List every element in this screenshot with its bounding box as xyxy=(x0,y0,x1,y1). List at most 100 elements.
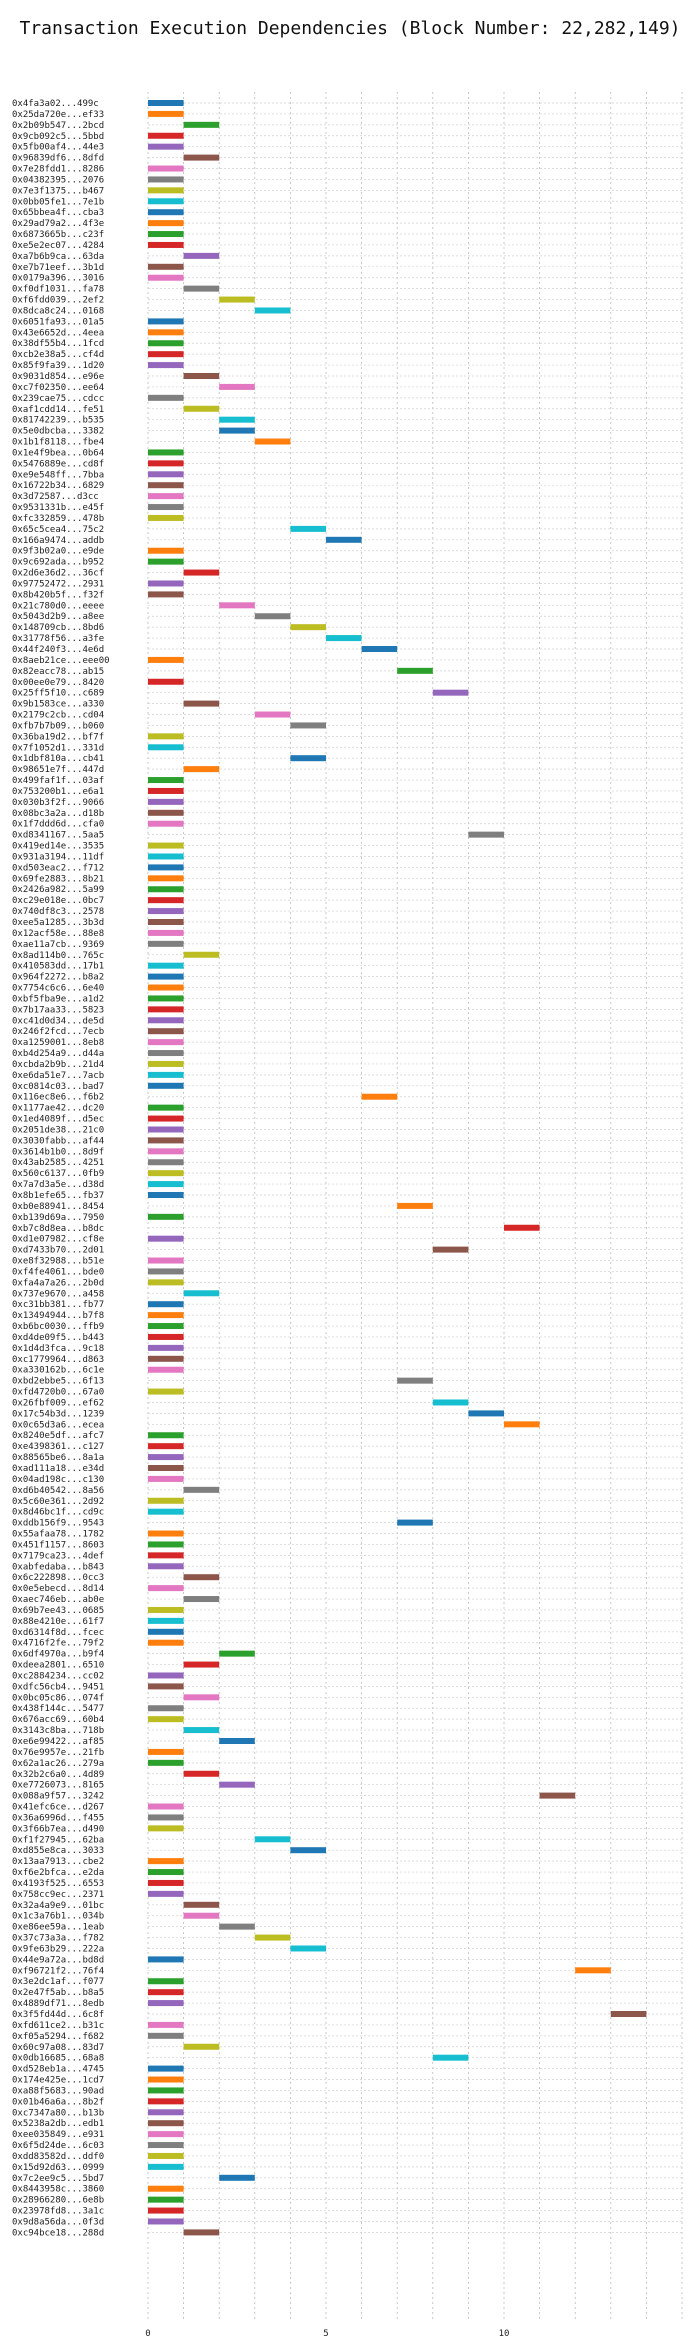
y-tick-label: 0x1ed4089f...d5ec xyxy=(12,1115,104,1125)
y-tick-label: 0x4193f525...6553 xyxy=(12,1879,104,1889)
y-tick-label: 0xe6da51e7...7acb xyxy=(12,1071,104,1081)
y-tick-label: 0x2426a982...5a99 xyxy=(12,885,104,895)
execution-bar xyxy=(219,1781,255,1788)
execution-bar xyxy=(219,1650,255,1657)
y-tick-label: 0xd1e07982...cf8e xyxy=(12,1235,104,1245)
execution-bar xyxy=(575,1967,611,1974)
y-tick-label: 0x98651e7f...447d xyxy=(12,765,104,775)
execution-bar xyxy=(219,383,255,390)
execution-bar xyxy=(148,1039,184,1046)
y-tick-label: 0x82eacc78...ab15 xyxy=(12,667,104,677)
y-tick-label: 0xe86ee59a...1eab xyxy=(12,1923,104,1933)
y-tick-label: 0xf0df1031...fa78 xyxy=(12,285,104,295)
execution-bar xyxy=(148,2032,184,2039)
execution-bar xyxy=(219,602,255,609)
execution-bar xyxy=(148,471,184,478)
y-tick-label: 0x1f7ddd6d...cfa0 xyxy=(12,820,104,830)
y-tick-label: 0xb139d69a...7950 xyxy=(12,1213,104,1223)
x-tick-label: 0 xyxy=(145,2329,150,2339)
y-tick-label: 0xe7726073...8165 xyxy=(12,1781,104,1791)
y-tick-label: 0x030b3f2f...9066 xyxy=(12,798,104,808)
execution-bar xyxy=(148,1497,184,1504)
y-tick-label: 0x9031d854...e96e xyxy=(12,372,104,382)
y-tick-label: 0x088a9f57...3242 xyxy=(12,1792,104,1802)
execution-bar xyxy=(148,1268,184,1275)
execution-bar xyxy=(148,962,184,969)
execution-bar xyxy=(148,1475,184,1482)
y-tick-label: 0x5fb00af4...44e3 xyxy=(12,143,104,153)
y-tick-label: 0x8443958c...3860 xyxy=(12,2185,104,2195)
y-tick-label: 0x0179a396...3016 xyxy=(12,274,104,284)
execution-bar xyxy=(148,1683,184,1690)
execution-bar xyxy=(183,1596,220,1603)
y-tick-label: 0xe4398361...c127 xyxy=(12,1442,104,1452)
y-tick-label: 0x148709cb...8bd6 xyxy=(12,623,104,633)
y-tick-label: 0x3f66b7ea...d490 xyxy=(12,1824,104,1834)
y-tick-label: 0x5c60e361...2d92 xyxy=(12,1497,104,1507)
y-tick-label: 0x7e3f1375...b467 xyxy=(12,186,104,196)
execution-bar xyxy=(148,209,184,216)
y-tick-label: 0xd855e8ca...3033 xyxy=(12,1846,104,1856)
y-tick-label: 0x21c780d0...eeee xyxy=(12,601,104,611)
execution-bar xyxy=(183,569,220,576)
y-tick-label: 0x6c222898...0cc3 xyxy=(12,1573,104,1583)
y-tick-label: 0x13aa7913...cbe2 xyxy=(12,1857,104,1867)
execution-bar xyxy=(148,1071,184,1078)
execution-bar xyxy=(148,2142,184,2149)
y-tick-label: 0x2b09b547...2bcd xyxy=(12,121,104,131)
execution-bar xyxy=(148,1301,184,1308)
y-tick-label: 0x13494944...b7f8 xyxy=(12,1311,104,1321)
y-tick-label: 0x1177ae42...dc20 xyxy=(12,1104,104,1114)
execution-bar xyxy=(539,1792,576,1799)
x-tick-label: 5 xyxy=(323,2329,328,2339)
y-tick-label: 0x8dca8c24...0168 xyxy=(12,306,104,316)
execution-bar xyxy=(148,1344,184,1351)
y-tick-label: 0xa330162b...6c1e xyxy=(12,1366,104,1376)
execution-bar xyxy=(148,1148,184,1155)
y-tick-label: 0x2051de38...21c0 xyxy=(12,1125,104,1135)
execution-bar xyxy=(148,1869,184,1876)
y-tick-label: 0xaec746eb...ab0e xyxy=(12,1595,104,1605)
execution-bar xyxy=(148,940,184,947)
execution-bar xyxy=(148,1192,184,1198)
execution-bar xyxy=(183,1661,220,1668)
y-tick-label: 0x1d4d3fca...9c18 xyxy=(12,1344,104,1354)
execution-bar xyxy=(148,1355,184,1362)
execution-bar xyxy=(148,820,184,827)
y-tick-label: 0x69fe2883...8b21 xyxy=(12,874,104,884)
y-tick-label: 0xbd2ebbe5...6f13 xyxy=(12,1377,104,1387)
execution-bar xyxy=(148,1530,184,1537)
y-tick-label: 0x31778f56...a3fe xyxy=(12,634,104,644)
execution-bar xyxy=(148,1748,184,1755)
y-tick-label: 0xc0814c03...bad7 xyxy=(12,1082,104,1092)
y-tick-label: 0x0bc05c86...074f xyxy=(12,1693,104,1703)
y-tick-label: 0x43e6652d...4eea xyxy=(12,328,104,338)
y-tick-label: 0x36ba19d2...bf7f xyxy=(12,732,104,742)
y-tick-label: 0x9d8a56da...0f3d xyxy=(12,2217,104,2227)
execution-bar xyxy=(148,1552,184,1559)
execution-bar xyxy=(183,700,220,707)
y-tick-label: 0x9c692ada...b952 xyxy=(12,558,104,568)
y-tick-label: 0x1e4f9bea...0b64 xyxy=(12,448,104,458)
y-tick-label: 0xee035849...e931 xyxy=(12,2130,104,2140)
y-tick-label: 0x5476889e...cd8f xyxy=(12,459,104,469)
y-tick-label: 0x62a1ac26...279a xyxy=(12,1759,104,1769)
y-tick-label: 0x499faf1f...03af xyxy=(12,776,104,786)
y-tick-label: 0x96839df6...8dfd xyxy=(12,154,104,164)
y-tick-label: 0x964f2272...b8a2 xyxy=(12,973,104,983)
y-tick-label: 0x8ad114b0...765c xyxy=(12,951,104,961)
execution-bar xyxy=(290,1945,326,1952)
execution-bar xyxy=(148,274,184,281)
y-tick-label: 0xae11a7cb...9369 xyxy=(12,940,104,950)
y-tick-label: 0x28966280...6e8b xyxy=(12,2196,104,2206)
execution-bar xyxy=(148,1890,184,1897)
execution-bar xyxy=(432,689,469,696)
execution-bar xyxy=(148,1716,184,1723)
execution-bar xyxy=(148,1170,184,1177)
y-tick-label: 0x931a3194...11df xyxy=(12,852,104,862)
y-tick-label: 0x32a4a9e9...01bc xyxy=(12,1901,104,1911)
execution-bar xyxy=(148,2218,184,2225)
execution-bar xyxy=(254,1836,291,1843)
execution-bar xyxy=(504,1421,540,1428)
execution-bar xyxy=(148,984,184,991)
